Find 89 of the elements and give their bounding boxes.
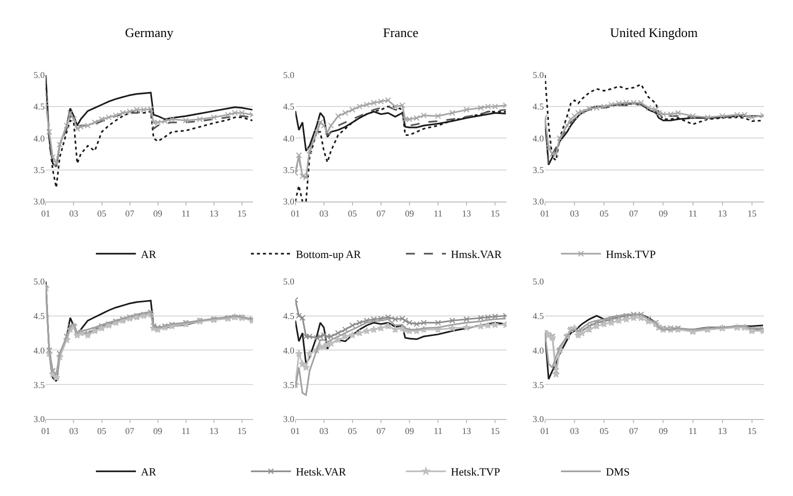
y-tick-label: 3.0 [532, 196, 544, 207]
x-tick-label: 15 [490, 426, 500, 436]
x-tick-label: 15 [747, 426, 757, 436]
y-tick-label: 5.0 [33, 276, 46, 287]
x-tick-label: 11 [181, 208, 190, 218]
x-tick-label: 13 [462, 426, 472, 436]
x-tick-label: 11 [181, 426, 190, 436]
y-tick-label: 5.0 [532, 276, 544, 287]
y-tick-label: 4.5 [33, 310, 46, 321]
x-tick-label: 09 [404, 426, 414, 436]
chart-title: United Kingdom [610, 25, 698, 40]
x-tick-label: 05 [97, 208, 107, 218]
x-tick-label: 07 [629, 426, 639, 436]
y-tick-label: 3.0 [33, 196, 46, 207]
x-tick-label: 09 [658, 208, 668, 218]
x-tick-label: 07 [376, 426, 386, 436]
y-tick-label: 4.0 [532, 133, 544, 144]
x-tick-label: 05 [97, 426, 107, 436]
y-tick-label: 4.0 [33, 345, 46, 356]
x-tick-label: 13 [209, 426, 219, 436]
x-tick-label: 07 [125, 208, 135, 218]
chart-title: Germany [125, 25, 174, 40]
x-tick-label: 03 [319, 426, 329, 436]
y-tick-label: 4.5 [532, 310, 544, 321]
y-tick-label: 3.0 [283, 196, 295, 207]
x-tick-label: 11 [688, 208, 698, 218]
x-tick-label: 01 [540, 426, 550, 436]
y-tick-label: 3.5 [532, 164, 544, 175]
x-tick-label: 09 [153, 426, 163, 436]
legend-label: AR [140, 466, 157, 479]
x-tick-label: 15 [237, 208, 247, 218]
x-tick-label: 01 [290, 208, 300, 218]
x-tick-label: 13 [462, 208, 472, 218]
y-tick-label: 4.0 [283, 345, 295, 356]
legend-label: Hetsk.VAR [296, 466, 347, 479]
y-tick-label: 3.0 [532, 414, 544, 424]
y-tick-label: 4.5 [33, 102, 46, 112]
y-tick-label: 4.5 [532, 102, 544, 112]
x-tick-label: 09 [404, 208, 414, 218]
y-tick-label: 5.0 [283, 70, 295, 80]
x-tick-label: 01 [41, 208, 50, 218]
x-tick-label: 03 [69, 208, 79, 218]
x-tick-label: 03 [570, 426, 580, 436]
x-tick-label: 09 [153, 208, 163, 218]
legend-label: DMS [606, 466, 630, 479]
x-tick-label: 05 [600, 208, 610, 218]
x-tick-label: 15 [490, 208, 500, 218]
y-tick-label: 4.0 [283, 133, 295, 144]
y-tick-label: 3.0 [283, 414, 295, 424]
y-tick-label: 4.5 [283, 310, 295, 321]
x-tick-label: 15 [747, 208, 757, 218]
y-tick-label: 5.0 [283, 276, 295, 287]
x-tick-label: 07 [629, 208, 639, 218]
x-tick-label: 13 [718, 208, 728, 218]
y-tick-label: 3.5 [283, 380, 295, 390]
y-tick-label: 4.5 [283, 102, 295, 112]
x-tick-label: 05 [600, 426, 610, 436]
chart-title: France [383, 25, 419, 40]
x-tick-label: 03 [319, 208, 329, 218]
legend-label: Hmsk.TVP [606, 249, 656, 262]
x-tick-label: 05 [348, 426, 358, 436]
y-tick-label: 5.0 [33, 70, 46, 80]
x-tick-label: 05 [348, 208, 358, 218]
y-tick-label: 4.0 [532, 345, 544, 356]
x-tick-label: 11 [434, 208, 442, 218]
y-tick-label: 3.0 [33, 414, 46, 424]
x-tick-label: 13 [209, 208, 219, 218]
x-tick-label: 09 [658, 426, 668, 436]
x-tick-label: 01 [41, 426, 50, 436]
y-tick-label: 3.5 [33, 164, 46, 175]
y-tick-label: 3.5 [33, 380, 46, 390]
x-tick-label: 15 [237, 426, 247, 436]
x-tick-label: 07 [125, 426, 135, 436]
x-tick-label: 03 [570, 208, 580, 218]
x-tick-label: 03 [69, 426, 79, 436]
legend-label: Hetsk.TVP [450, 466, 500, 479]
x-tick-label: 01 [290, 426, 300, 436]
y-tick-label: 4.0 [33, 133, 46, 144]
y-tick-label: 5.0 [532, 70, 544, 80]
x-tick-label: 11 [434, 426, 442, 436]
x-tick-label: 01 [540, 208, 550, 218]
x-tick-label: 07 [376, 208, 386, 218]
legend-label: Bottom-up AR [296, 249, 362, 262]
legend-label: AR [140, 249, 157, 262]
legend-label: Hmsk.VAR [450, 249, 502, 262]
x-tick-label: 11 [688, 426, 698, 436]
y-tick-label: 3.5 [283, 164, 295, 175]
x-tick-label: 13 [718, 426, 728, 436]
y-tick-label: 3.5 [532, 380, 544, 390]
